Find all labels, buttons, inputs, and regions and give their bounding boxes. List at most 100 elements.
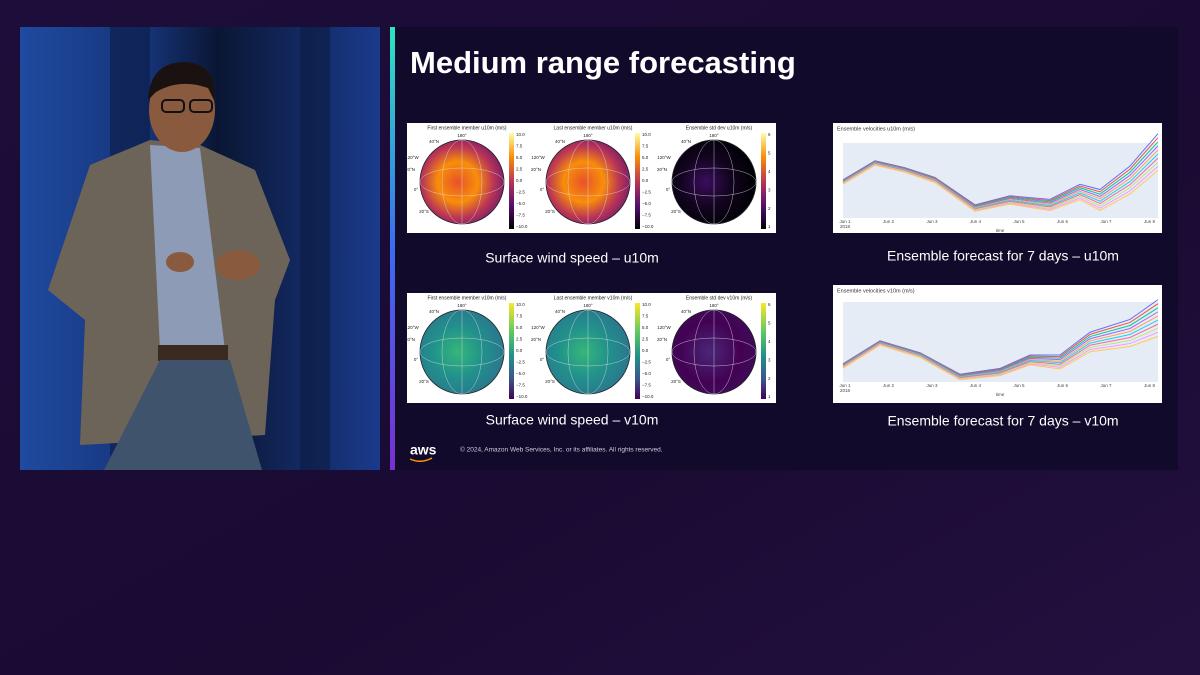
chart-caption: Ensemble forecast for 7 days – u10m xyxy=(887,248,1119,264)
globe-label: 0° xyxy=(666,357,671,362)
colorbar-tick: 1 xyxy=(768,224,771,229)
globe-label: 20°S xyxy=(671,379,681,384)
colorbar-tick: 5.0 xyxy=(516,325,523,330)
speaker-glasses xyxy=(189,99,213,113)
globe-label: 180° xyxy=(709,303,719,308)
colorbar-tick: 1 xyxy=(768,394,771,399)
colorbar-tick: 7.5 xyxy=(642,314,649,319)
globe-label: 0° xyxy=(666,187,671,192)
globe-label: 0° xyxy=(540,187,545,192)
colorbar-tick: 0.0 xyxy=(516,178,523,183)
map-caption: Surface wind speed – u10m xyxy=(485,250,659,266)
colorbar-tick: −2.5 xyxy=(642,360,651,365)
colorbar-tick: −5.0 xyxy=(516,371,525,376)
colorbar-tick: 2.5 xyxy=(516,337,523,342)
colorbar-tick: −10.0 xyxy=(516,394,528,399)
colorbar-tick: 3 xyxy=(768,357,771,362)
colorbar-tick: 10.0 xyxy=(516,302,525,307)
colorbar-tick: 6 xyxy=(768,302,771,307)
colorbar-tick: 5.0 xyxy=(642,325,649,330)
speaker-belt xyxy=(158,345,228,361)
colorbar-tick: −7.5 xyxy=(642,213,651,218)
panel-title: Ensemble std dev v10m (m/s) xyxy=(686,295,752,301)
globe-label: 120°W xyxy=(531,325,545,330)
colorbar-tick: 2.5 xyxy=(642,167,649,172)
globe-label: 0° xyxy=(414,357,419,362)
colorbar xyxy=(761,133,766,229)
colorbar xyxy=(635,303,640,399)
x-tick-label: Jun 8 xyxy=(1144,219,1156,224)
panel-title: Ensemble std dev u10m (m/s) xyxy=(686,125,753,131)
globe-label: 20°N xyxy=(405,167,415,172)
colorbar-tick: 5.0 xyxy=(642,155,649,160)
colorbar-tick: 5 xyxy=(768,151,771,156)
colorbar-tick: 2 xyxy=(768,206,771,211)
speaker-video xyxy=(20,27,380,470)
globe-label: 180° xyxy=(457,133,467,138)
colorbar-tick: −10.0 xyxy=(642,224,654,229)
globe-label: 0° xyxy=(414,187,419,192)
speaker-hair xyxy=(148,62,215,100)
ensemble-line xyxy=(842,335,1159,381)
colorbar-tick: 4 xyxy=(768,339,771,344)
globe-label: 120°W xyxy=(657,325,671,330)
colorbar-tick: 10.0 xyxy=(642,302,651,307)
globe-label: 180° xyxy=(709,133,719,138)
colorbar-tick: 3 xyxy=(768,187,771,192)
colorbar-tick: 7.5 xyxy=(516,144,523,149)
colorbar-tick: 5.0 xyxy=(516,155,523,160)
x-axis-label: time xyxy=(996,392,1005,397)
globe-label: 120°W xyxy=(531,155,545,160)
globe-label: 40°N xyxy=(681,309,691,314)
colorbar xyxy=(635,133,640,229)
x-axis-label: time xyxy=(996,228,1005,233)
colorbar xyxy=(509,303,514,399)
speaker-hand xyxy=(166,252,194,272)
globe-label: 40°N xyxy=(429,309,439,314)
colorbar-tick: −10.0 xyxy=(516,224,528,229)
x-tick-label: Jun 2 xyxy=(883,383,895,388)
x-tick-label: Jun 8 xyxy=(1144,383,1156,388)
aws-logo: aws xyxy=(410,442,437,458)
colorbar-tick: 2 xyxy=(768,376,771,381)
map-caption: Surface wind speed – v10m xyxy=(486,412,659,428)
globe-label: 120°W xyxy=(657,155,671,160)
panel-title: Last ensemble member v10m (m/s) xyxy=(554,295,633,301)
globe-label: 20°S xyxy=(545,209,555,214)
colorbar-tick: −5.0 xyxy=(516,201,525,206)
colorbar-tick: −7.5 xyxy=(642,383,651,388)
x-tick-label: Jun 7 xyxy=(1100,219,1112,224)
colorbar-tick: 2.5 xyxy=(516,167,523,172)
x-tick-year: 2018 xyxy=(840,388,851,393)
x-tick-label: Jun 1 xyxy=(839,383,851,388)
globe-label: 20°N xyxy=(531,167,541,172)
speaker-head xyxy=(149,68,215,152)
globe-label: 120°W xyxy=(405,155,419,160)
colorbar-tick: 4 xyxy=(768,169,771,174)
ensemble-line xyxy=(842,164,1159,212)
globe-label: 40°N xyxy=(555,309,565,314)
colorbar-tick: 0.0 xyxy=(642,178,649,183)
colorbar-tick: 10.0 xyxy=(516,132,525,137)
colorbar-tick: −7.5 xyxy=(516,383,525,388)
aws-logo-smile xyxy=(409,457,433,462)
colorbar-tick: −5.0 xyxy=(642,371,651,376)
colorbar xyxy=(509,133,514,229)
panel-title: First ensemble member v10m (m/s) xyxy=(428,295,507,301)
colorbar-tick: 7.5 xyxy=(516,314,523,319)
globe-label: 180° xyxy=(457,303,467,308)
colorbar-tick: −10.0 xyxy=(642,394,654,399)
colorbar-tick: 2.5 xyxy=(642,337,649,342)
globe-label: 20°S xyxy=(419,209,429,214)
curtain-fold xyxy=(300,27,330,470)
colorbar-tick: −2.5 xyxy=(642,190,651,195)
globe-label: 0° xyxy=(540,357,545,362)
x-tick-label: Jun 4 xyxy=(970,383,982,388)
speaker-shirt xyxy=(150,145,225,350)
colorbar-tick: 5 xyxy=(768,321,771,326)
copyright: © 2024, Amazon Web Services, Inc. or its… xyxy=(460,446,663,454)
colorbar-tick: 10.0 xyxy=(642,132,651,137)
globe-label: 40°N xyxy=(429,139,439,144)
panel-title: First ensemble member u10m (m/s) xyxy=(427,125,507,131)
